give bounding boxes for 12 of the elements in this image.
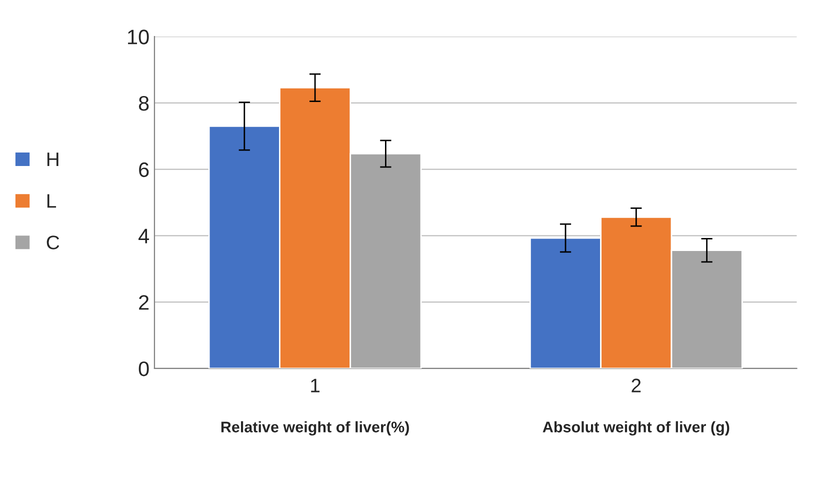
y-tick-label: 10 — [128, 30, 149, 44]
legend-label: H — [47, 152, 58, 166]
text: Relative weight of liver(%) — [221, 421, 409, 436]
y-tick-label: 4 — [138, 228, 149, 244]
y-tick-label: 0 — [138, 361, 149, 376]
legend-label: C — [46, 236, 60, 250]
y-tick-label: 6 — [139, 162, 149, 178]
x-tick-label: 1 — [311, 378, 320, 392]
text: Absolut weight of liver (g) — [542, 421, 730, 436]
y-tick-label: 2 — [139, 295, 149, 310]
legend-label: L — [47, 194, 56, 208]
y-tick-label: 8 — [138, 96, 149, 111]
